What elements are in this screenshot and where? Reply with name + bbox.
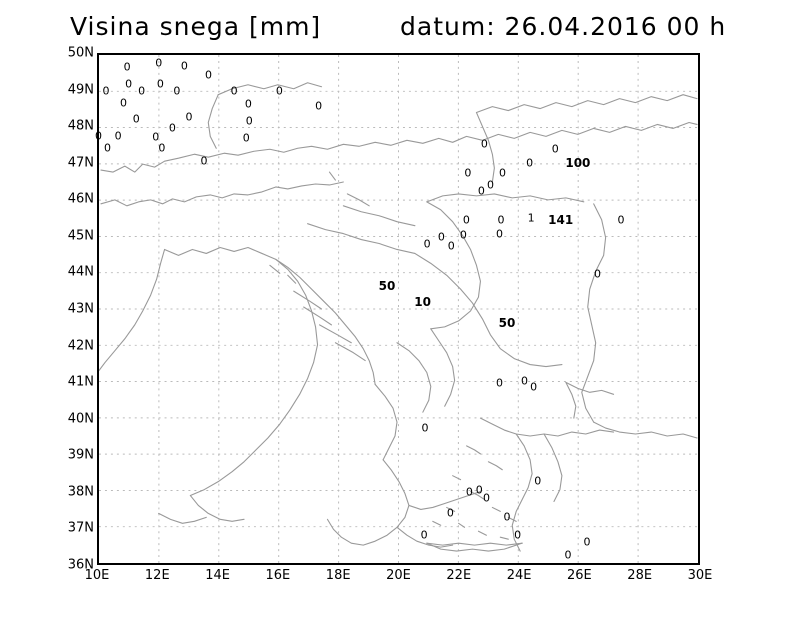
station-value-label: 0 xyxy=(496,227,503,241)
x-axis-labels: 10E 12E 14E 16E 18E 20E 22E 24E 26E 28E 30E xyxy=(85,568,713,588)
x-axis-tick: 14E xyxy=(205,568,230,583)
station-value-label: 0 xyxy=(242,131,250,145)
y-axis-tick: 37N xyxy=(67,520,94,536)
station-value-label: 0 xyxy=(564,548,572,562)
station-value-label: 0 xyxy=(120,96,128,110)
x-axis-tick: 20E xyxy=(386,568,411,583)
map-plot-frame xyxy=(97,53,700,565)
station-value-label: 0 xyxy=(173,84,181,98)
station-value-label: 0 xyxy=(152,130,160,144)
station-value-label: 0 xyxy=(521,374,529,388)
x-axis-tick: 26E xyxy=(567,568,592,583)
station-value-label: 0 xyxy=(617,213,625,227)
station-value-label: 0 xyxy=(503,510,511,524)
station-value-label: 0 xyxy=(180,59,188,73)
y-axis-tick: 42N xyxy=(67,338,94,354)
station-value-label: 0 xyxy=(155,56,163,70)
station-value-label: 100 xyxy=(565,156,591,171)
station-value-label: 0 xyxy=(125,77,133,91)
station-value-label: 0 xyxy=(156,77,164,91)
station-value-label: 0 xyxy=(551,142,559,156)
station-value-label: 0 xyxy=(583,535,591,549)
y-axis-tick: 36N xyxy=(67,557,94,573)
station-value-label: 0 xyxy=(114,129,122,143)
y-axis-tick: 39N xyxy=(67,447,94,463)
coastlines-and-borders xyxy=(99,82,698,552)
y-axis-tick: 41N xyxy=(67,374,94,390)
station-value-label: 0 xyxy=(132,112,140,126)
station-value-label: 0 xyxy=(534,474,542,488)
station-value-label: 0 xyxy=(514,528,522,542)
station-value-label: 0 xyxy=(497,213,505,227)
y-axis-tick: 44N xyxy=(67,264,94,280)
y-axis-tick: 49N xyxy=(67,82,94,98)
station-value-label: 0 xyxy=(102,84,110,98)
gridlines xyxy=(99,55,698,563)
station-value-label: 0 xyxy=(477,184,485,198)
station-value-label: 0 xyxy=(158,141,166,155)
station-value-label: 0 xyxy=(185,110,193,124)
map-canvas xyxy=(99,55,698,563)
station-value-label: 0 xyxy=(447,239,455,253)
station-value-label: 0 xyxy=(475,483,483,497)
station-value-label: 1 xyxy=(527,211,535,225)
station-value-label: 0 xyxy=(315,99,323,113)
station-value-label: 0 xyxy=(483,491,491,505)
station-value-label: 0 xyxy=(486,178,494,192)
station-value-label: 0 xyxy=(230,84,238,98)
station-value-label: 50 xyxy=(498,315,516,330)
y-axis-tick: 38N xyxy=(67,484,94,500)
station-value-label: 0 xyxy=(138,84,146,98)
station-value-label: 50 xyxy=(378,279,396,294)
station-value-label: 0 xyxy=(593,267,601,281)
x-axis-tick: 12E xyxy=(144,568,170,583)
x-axis-tick: 10E xyxy=(84,568,110,583)
station-value-label: 0 xyxy=(200,154,208,168)
station-value-label: 0 xyxy=(245,114,253,128)
station-value-label: 0 xyxy=(275,84,283,98)
station-value-label: 0 xyxy=(421,421,429,435)
station-value-label: 0 xyxy=(205,68,213,82)
station-value-label: 0 xyxy=(104,141,112,155)
station-value-label: 0 xyxy=(530,380,538,394)
y-axis-tick: 50N xyxy=(67,45,94,61)
x-axis-tick: 22E xyxy=(446,568,472,583)
y-axis-tick: 48N xyxy=(67,118,94,134)
y-axis-labels: 36N 37N 38N 39N 40N 41N 42N 43N 44N 45N 46N 47N 48N 4… xyxy=(52,46,94,573)
x-axis-tick: 30E xyxy=(687,568,713,583)
station-value-label: 0 xyxy=(465,485,473,499)
station-value-label: 0 xyxy=(462,213,470,227)
y-axis-tick: 40N xyxy=(67,411,94,427)
y-axis-tick: 46N xyxy=(67,191,94,207)
station-value-label: 0 xyxy=(480,137,488,151)
station-value-label: 0 xyxy=(446,506,454,520)
station-value-label: 0 xyxy=(423,237,431,251)
y-axis-tick: 43N xyxy=(67,301,94,317)
page-title: Visina snega [mm] xyxy=(70,12,322,41)
station-value-label: 10 xyxy=(414,295,431,310)
x-axis-tick: 16E xyxy=(265,568,291,583)
station-value-label: 0 xyxy=(464,166,472,180)
station-value-label: 0 xyxy=(526,156,534,170)
station-value-label: 0 xyxy=(123,60,131,74)
date-label: datum: 26.04.2016 00 h xyxy=(400,12,727,41)
x-axis-tick: 28E xyxy=(627,568,653,583)
station-value-label: 0 xyxy=(244,97,252,111)
station-value-label: 141 xyxy=(548,213,574,228)
chart-header: Visina snega [mm] datum: 26.04.2016 00 h xyxy=(0,12,800,46)
station-value-label: 0 xyxy=(459,228,467,242)
x-axis-tick: 18E xyxy=(325,568,351,583)
station-value-label: 0 xyxy=(420,528,428,542)
station-value-label: 0 xyxy=(437,230,445,244)
y-axis-tick: 47N xyxy=(67,155,94,171)
x-axis-tick: 24E xyxy=(506,568,532,583)
y-axis-tick: 45N xyxy=(67,228,94,244)
station-value-label: 0 xyxy=(95,129,102,143)
station-value-label: 0 xyxy=(496,376,503,390)
station-value-label: 0 xyxy=(499,166,507,180)
station-value-label: 0 xyxy=(168,121,176,135)
